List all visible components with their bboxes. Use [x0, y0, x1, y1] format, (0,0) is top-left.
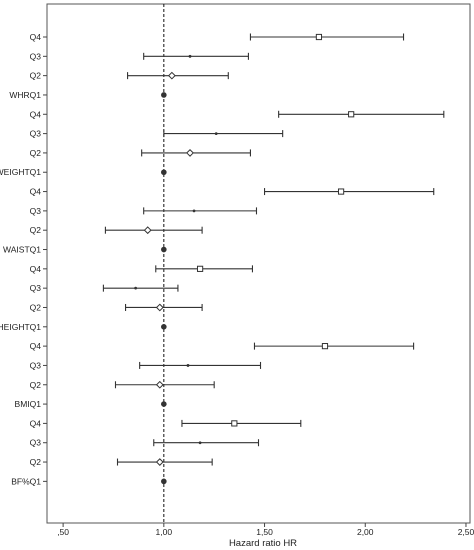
plot-frame	[46, 3, 471, 524]
plot-border	[46, 3, 471, 524]
hr-point	[155, 303, 164, 312]
y-tick-label: WAISTQ1	[3, 245, 41, 255]
hr-point	[161, 324, 167, 330]
hr-point	[186, 149, 194, 157]
hr-point	[161, 92, 167, 98]
y-tick-label: Q4	[30, 187, 42, 197]
x-tick-label: 2,50	[458, 527, 474, 537]
y-tick-label: WHRQ1	[9, 90, 41, 100]
y-tick-label: WEIGHTQ1	[0, 167, 41, 177]
y-tick-label: Q3	[30, 51, 42, 61]
hr-point	[337, 188, 345, 195]
y-tick-label: HEIGHTQ1	[0, 322, 41, 332]
hr-point	[161, 478, 167, 485]
hr-point	[231, 420, 238, 427]
hr-point	[214, 132, 218, 136]
x-tick-label: 2,00	[357, 527, 374, 537]
y-tick-label: Q3	[30, 283, 42, 293]
y-tick-label: Q2	[30, 457, 42, 467]
hr-point	[196, 265, 204, 272]
x-axis-label: Hazard ratio HR	[229, 538, 297, 549]
x-tick-label: 1,00	[156, 527, 173, 537]
hr-point	[155, 458, 164, 466]
hr-point	[315, 33, 323, 41]
y-tick-label: BMIQ1	[15, 399, 42, 409]
hr-point	[186, 364, 190, 367]
y-tick-label: Q2	[30, 302, 42, 312]
hr-point	[161, 169, 167, 176]
hr-point	[188, 54, 192, 58]
y-tick-label: Q4	[30, 341, 42, 351]
hr-point	[143, 226, 152, 235]
hr-point	[348, 111, 355, 118]
x-axis: ,50 1,00 1,50 2,00 2,50	[57, 523, 474, 537]
y-tick-label: Q3	[30, 360, 42, 370]
hr-point	[192, 209, 196, 213]
y-tick-label: Q3	[30, 206, 42, 216]
x-tick-label: 1,50	[256, 527, 273, 537]
forest-rows: Q4 Q3 Q2 WHRQ1 Q4 Q3 Q2 WEIGHTQ1 Q4 Q3 Q2 WAISTQ1 Q4…	[0, 32, 445, 486]
y-tick-label: Q4	[30, 264, 42, 274]
hr-point	[161, 246, 167, 253]
hr-point	[155, 380, 164, 389]
y-tick-label: Q2	[30, 225, 42, 235]
y-tick-label: Q2	[30, 71, 42, 81]
hr-point	[161, 401, 167, 407]
y-tick-label: Q2	[30, 380, 42, 390]
hr-point	[134, 286, 138, 290]
y-tick-label: Q4	[30, 32, 42, 42]
x-tick-label: ,50	[57, 527, 69, 537]
y-tick-label: Q4	[30, 418, 42, 428]
hr-point	[167, 71, 176, 80]
y-tick-label: Q2	[30, 148, 42, 158]
hr-point	[321, 343, 329, 350]
y-tick-label: Q3	[30, 438, 42, 448]
y-tick-label: Q3	[30, 129, 42, 139]
hr-point	[198, 441, 202, 445]
y-tick-label: Q4	[30, 109, 42, 119]
y-tick-label: BF%Q1	[11, 476, 41, 486]
